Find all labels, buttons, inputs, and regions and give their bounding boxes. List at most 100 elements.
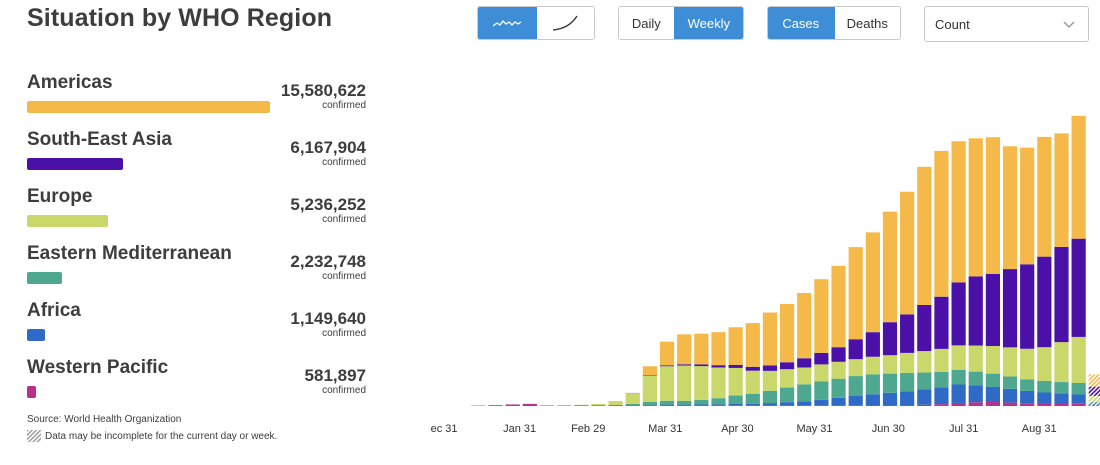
bar-segment — [711, 332, 726, 366]
bar-segment — [745, 393, 760, 404]
region-americas: Americas — [27, 72, 270, 113]
bar-segment — [917, 404, 932, 406]
bar-segment — [985, 137, 1000, 274]
partial-bar-segment — [1088, 386, 1100, 396]
region-value-south-east-asia: 6,167,904 confirmed — [290, 138, 366, 169]
bar-segment — [865, 232, 880, 333]
bar-segment — [968, 371, 983, 386]
bar-segment — [745, 403, 760, 406]
region-value-europe: 5,236,252 confirmed — [290, 195, 366, 226]
bar-segment — [814, 279, 829, 353]
scale-select[interactable]: Count — [924, 6, 1089, 42]
partial-bar-segment — [1088, 395, 1100, 403]
x-tick-label: ec 31 — [431, 423, 458, 435]
deaths-button[interactable]: Deaths — [833, 7, 900, 39]
bar-segment — [694, 404, 709, 406]
bar-segment — [1002, 402, 1018, 406]
bar-segment — [814, 399, 829, 406]
daily-button[interactable]: Daily — [619, 7, 674, 39]
bar-segment — [831, 397, 846, 406]
bar-segment — [1071, 115, 1086, 239]
bar-segment — [659, 366, 675, 401]
log-scale-icon — [553, 15, 578, 31]
bar-segment — [985, 386, 1000, 403]
bar-segment — [1037, 392, 1052, 404]
bar-segment — [677, 334, 692, 365]
region-name: Europe — [27, 186, 93, 207]
weekly-button[interactable]: Weekly — [673, 7, 743, 39]
bar-segment — [642, 366, 657, 376]
bar-segment — [694, 364, 709, 367]
region-bar — [27, 215, 108, 227]
bar-segment — [1002, 376, 1018, 389]
bar-segment — [762, 365, 778, 371]
bar-segment — [917, 372, 932, 390]
bar-segment — [1054, 403, 1069, 406]
region-name: Western Pacific — [27, 357, 169, 378]
region-value-africa: 1,149,640 confirmed — [290, 309, 366, 340]
region-count: 5,236,252 — [290, 195, 366, 214]
region-name: South-East Asia — [27, 129, 172, 150]
period-toggle: Daily Weekly — [618, 6, 744, 40]
bar-segment — [865, 394, 880, 406]
bar-segment — [1020, 348, 1035, 380]
bar-segment — [745, 323, 760, 367]
bar-segment — [848, 376, 863, 397]
bar-segment — [951, 369, 966, 385]
bar-segment — [900, 405, 915, 406]
bar-segment — [934, 371, 949, 388]
region-name: Eastern Mediterranean — [27, 243, 232, 264]
bar-segment — [814, 352, 829, 365]
bar-segment — [780, 405, 795, 406]
bar-segment — [865, 374, 880, 395]
bar-segment — [711, 365, 726, 368]
bar-segment — [625, 403, 640, 406]
region-unit: confirmed — [322, 100, 366, 111]
bar-segment — [951, 282, 966, 346]
linear-chart-button[interactable] — [478, 7, 536, 39]
region-bar — [27, 329, 45, 341]
cases-button[interactable]: Cases — [768, 7, 834, 39]
bar-segment — [1054, 133, 1069, 247]
region-value-western-pacific: 581,897 confirmed — [305, 366, 366, 397]
bar-segment — [797, 358, 812, 368]
bar-segment — [1037, 136, 1052, 257]
bar-segment — [522, 403, 537, 406]
region-western-pacific: Western Pacific — [27, 357, 168, 398]
x-tick-label: Jun 30 — [872, 423, 905, 435]
bar-segment — [900, 372, 915, 392]
bar-segment — [985, 373, 1000, 387]
bar-segment — [677, 404, 692, 406]
bar-segment — [642, 405, 657, 406]
bar-segment — [762, 405, 778, 406]
bar-segment — [694, 399, 709, 405]
bar-segment — [1002, 388, 1018, 403]
bar-segment — [968, 385, 983, 403]
bar-segment — [934, 348, 949, 372]
bar-segment — [882, 373, 898, 393]
bar-segment — [762, 403, 778, 406]
bar-segment — [677, 365, 692, 401]
bar-segment — [677, 405, 692, 406]
hatch-pattern-icon — [27, 430, 41, 442]
bar-segment — [882, 405, 898, 406]
bar-segment — [745, 366, 760, 371]
bar-segment — [1071, 394, 1086, 404]
log-chart-button[interactable] — [535, 7, 594, 39]
bar-segment — [917, 166, 932, 305]
bar-segment — [882, 211, 898, 323]
bar-segment — [728, 404, 743, 406]
bar-segment — [728, 364, 743, 368]
x-tick-label: Feb 29 — [571, 423, 605, 435]
bar-segment — [1071, 238, 1086, 337]
bar-segment — [711, 405, 726, 406]
partial-bar-segment — [1088, 402, 1100, 405]
bar-segment — [865, 405, 880, 406]
region-name: Africa — [27, 300, 81, 321]
bar-segment — [882, 322, 898, 356]
bar-segment — [659, 405, 675, 406]
bar-segment — [985, 402, 1000, 406]
region-count: 581,897 — [304, 366, 366, 385]
region-value-eastern-mediterranean: 2,232,748 confirmed — [290, 252, 366, 283]
bar-segment — [780, 362, 795, 370]
